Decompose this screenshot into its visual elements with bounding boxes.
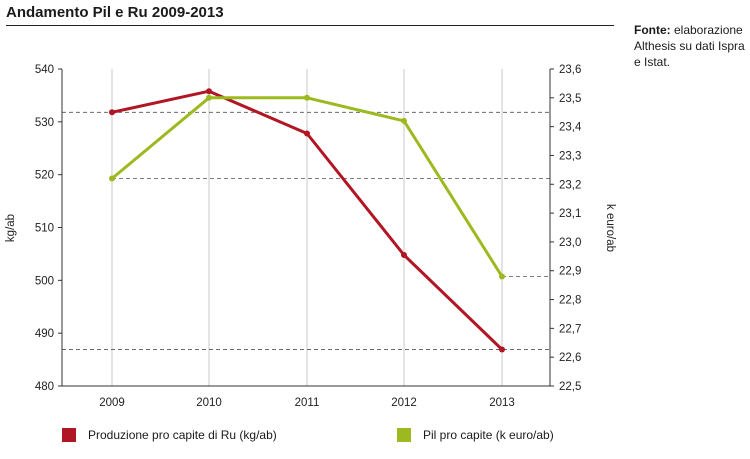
y-tick-left: 490 — [35, 328, 54, 340]
y-tick-left: 520 — [35, 170, 54, 182]
y-tick-right: 23,0 — [559, 237, 581, 249]
data-point-1-2013 — [499, 273, 505, 280]
y-tick-right: 22,6 — [559, 352, 581, 364]
y-tick-right: 23,2 — [559, 179, 581, 191]
legend-label-ru: Produzione pro capite di Ru (kg/ab) — [88, 428, 277, 442]
y-tick-left: 540 — [35, 64, 54, 76]
source-label: Fonte: — [634, 23, 671, 37]
source-text: elaborazione Althesis su dati Ispra e Is… — [634, 23, 745, 69]
y-axis-label-right: k euro/ab — [604, 204, 616, 252]
chart-title: Andamento Pil e Ru 2009-2013 — [6, 4, 224, 21]
data-point-1-2011 — [304, 94, 310, 101]
data-point-0-2012 — [401, 252, 407, 258]
legend-item-pil: Pil pro capite (k euro/ab) — [397, 428, 554, 442]
y-tick-right: 23,1 — [559, 208, 581, 220]
y-tick-right: 22,9 — [559, 266, 581, 278]
reference-lines — [62, 111, 550, 350]
y-tick-left: 500 — [35, 275, 54, 287]
grid-lines — [111, 69, 503, 386]
x-tick-2013: 2013 — [489, 397, 515, 409]
y-tick-right: 23,6 — [559, 64, 581, 76]
data-point-0-2011 — [304, 130, 310, 137]
line-chart: 480 490 500 510 520 530 540 22,5 22,6 22,7 22,8 22,… — [5, 64, 616, 409]
legend-swatch-pil — [397, 428, 411, 442]
y-tick-left: 510 — [35, 223, 54, 235]
tick-labels: 480 490 500 510 520 530 540 22,5 22,6 22,7 22,8 22,… — [35, 64, 582, 409]
legend-label-pil: Pil pro capite (k euro/ab) — [423, 428, 554, 442]
data-point-0-2009 — [109, 109, 115, 116]
x-tick-2009: 2009 — [99, 397, 125, 409]
y-tick-right: 22,7 — [559, 323, 581, 335]
y-tick-right: 22,5 — [559, 381, 581, 393]
y-tick-right: 23,5 — [559, 93, 581, 105]
y-tick-right: 23,3 — [559, 150, 581, 162]
y-tick-left: 530 — [35, 117, 54, 129]
y-tick-right: 22,8 — [559, 295, 581, 307]
axes — [61, 69, 551, 387]
data-point-1-2009 — [109, 175, 115, 182]
data-point-0-2013 — [499, 346, 505, 353]
series-group — [109, 88, 505, 353]
data-point-0-2010 — [206, 88, 212, 95]
y-tick-right: 23,4 — [559, 122, 582, 134]
y-axis-label-left: kg/ab — [5, 214, 17, 242]
data-point-1-2012 — [401, 117, 407, 124]
x-tick-2010: 2010 — [196, 397, 222, 409]
y-tick-left: 480 — [35, 381, 54, 393]
source-note: Fonte: elaborazione Althesis su dati Isp… — [634, 22, 746, 70]
x-tick-2011: 2011 — [295, 397, 320, 409]
legend-item-ru: Produzione pro capite di Ru (kg/ab) — [62, 428, 277, 442]
title-rule — [6, 25, 614, 26]
legend-swatch-ru — [62, 428, 76, 442]
data-point-1-2010 — [206, 94, 212, 101]
x-tick-2012: 2012 — [391, 397, 417, 409]
